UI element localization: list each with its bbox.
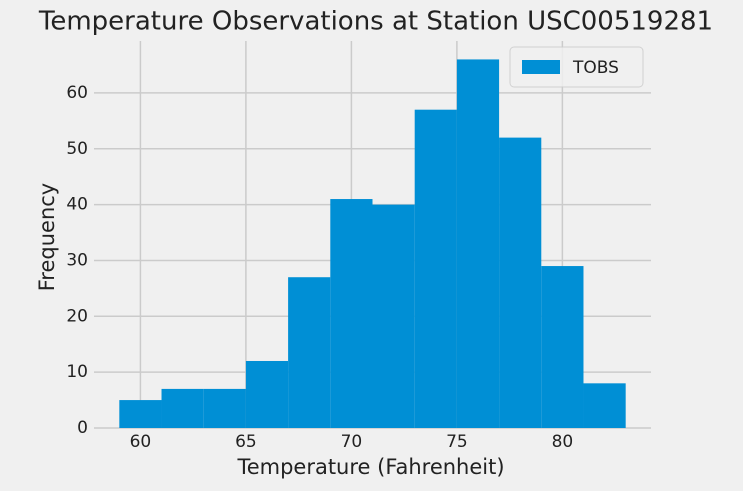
- x-tick-label: 65: [235, 432, 257, 452]
- bar: [330, 199, 373, 428]
- y-tick-label: 20: [66, 306, 88, 326]
- legend-box: [509, 46, 644, 88]
- bar: [119, 400, 162, 428]
- x-tick-label: 75: [446, 432, 468, 452]
- bar: [203, 388, 246, 428]
- legend-label: TOBS: [572, 58, 619, 78]
- bar: [541, 266, 584, 428]
- bar: [456, 59, 500, 429]
- bar: [245, 360, 289, 428]
- y-tick-label: 40: [66, 195, 88, 215]
- bar: [414, 109, 457, 429]
- x-tick-label: 60: [130, 432, 152, 452]
- y-axis-label: Frequency: [35, 183, 59, 292]
- bar: [161, 388, 204, 428]
- x-axis-label: Temperature (Fahrenheit): [236, 455, 504, 479]
- x-tick-label: 70: [341, 432, 363, 452]
- x-tick-label: 80: [552, 432, 574, 452]
- y-tick-label: 60: [66, 83, 88, 103]
- bar: [583, 383, 626, 428]
- legend-swatch: [522, 60, 560, 74]
- bar: [372, 204, 415, 428]
- y-tick-label: 10: [66, 362, 88, 382]
- bar: [288, 277, 331, 428]
- y-tick-label: 0: [77, 418, 88, 438]
- chart-title: Temperature Observations at Station USC0…: [38, 7, 713, 37]
- bar: [499, 137, 542, 428]
- y-tick-label: 50: [66, 139, 88, 159]
- y-tick-label: 30: [66, 250, 88, 270]
